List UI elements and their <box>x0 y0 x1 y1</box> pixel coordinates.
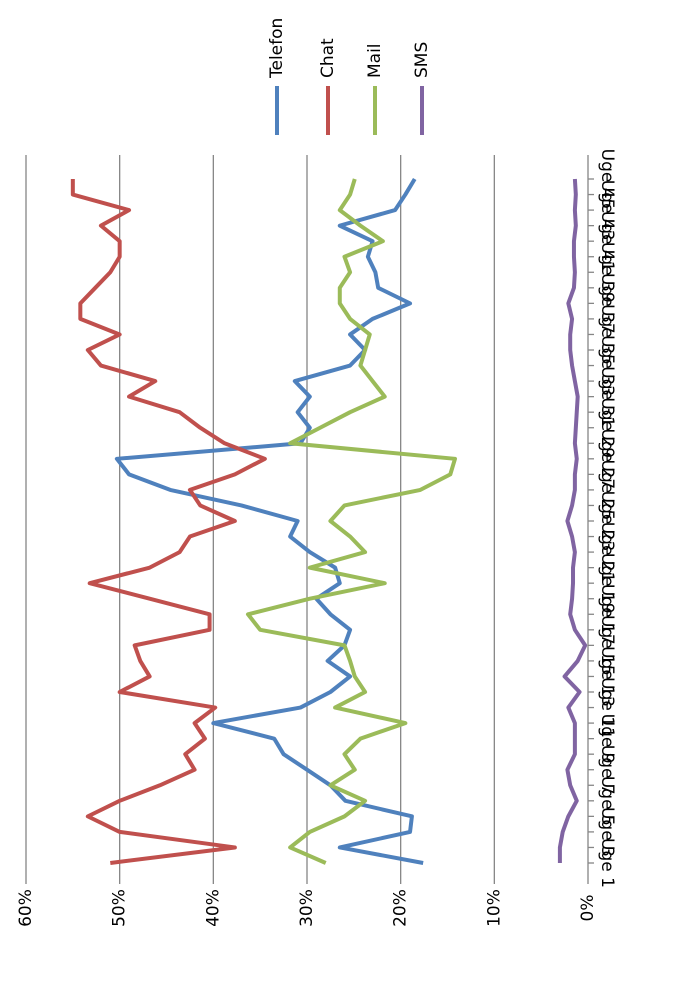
x-tick-label: Uge 43 <box>597 180 617 241</box>
series-line <box>557 178 588 863</box>
x-tick-label: Uge 7 <box>597 745 617 795</box>
x-tick-label: Uge 45 <box>597 149 617 210</box>
x-tick-label: Uge 25 <box>597 460 617 521</box>
x-tick-label: Uge 41 <box>597 211 617 272</box>
x-tick-label: Uge 11 <box>597 677 617 738</box>
x-tick-label: Uge 27 <box>597 428 617 489</box>
x-tick-label: Uge 31 <box>597 366 617 427</box>
x-tick-label: Uge 9 <box>597 714 617 764</box>
legend-label: Mail <box>365 43 385 78</box>
x-tick-label: Uge 21 <box>597 522 617 583</box>
x-tick-label: Uge 3 <box>597 807 617 857</box>
y-tick-label: 0% <box>578 895 598 922</box>
x-tick-label: Uge 23 <box>597 491 617 552</box>
x-tick-label: Uge 35 <box>597 304 617 365</box>
legend-label: Telefon <box>267 18 287 79</box>
y-tick-label: 50% <box>110 889 130 927</box>
series-line <box>245 178 457 865</box>
y-tick-label: 10% <box>484 889 504 927</box>
x-tick-label: Uge 33 <box>597 335 617 396</box>
y-tick-label: 40% <box>203 889 223 927</box>
y-tick-label: 30% <box>297 889 317 927</box>
legend-label: Chat <box>318 38 338 78</box>
x-tick-label: Uge 17 <box>597 584 617 645</box>
y-tick-label: 20% <box>391 889 411 927</box>
x-tick-label: Uge 15 <box>597 615 617 676</box>
x-tick-label: Uge 39 <box>597 242 617 303</box>
y-tick-label: 60% <box>16 889 36 927</box>
x-tick-label: Uge 29 <box>597 397 617 458</box>
legend-label: SMS <box>412 42 432 78</box>
x-tick-label: Uge 13 <box>597 646 617 707</box>
x-tick-label: Uge 19 <box>597 553 617 614</box>
x-tick-label: Uge 37 <box>597 273 617 334</box>
x-tick-label: Uge 1 <box>597 838 617 888</box>
series-line <box>114 177 424 865</box>
series-line <box>70 179 267 865</box>
x-tick-label: Uge 5 <box>597 776 617 826</box>
